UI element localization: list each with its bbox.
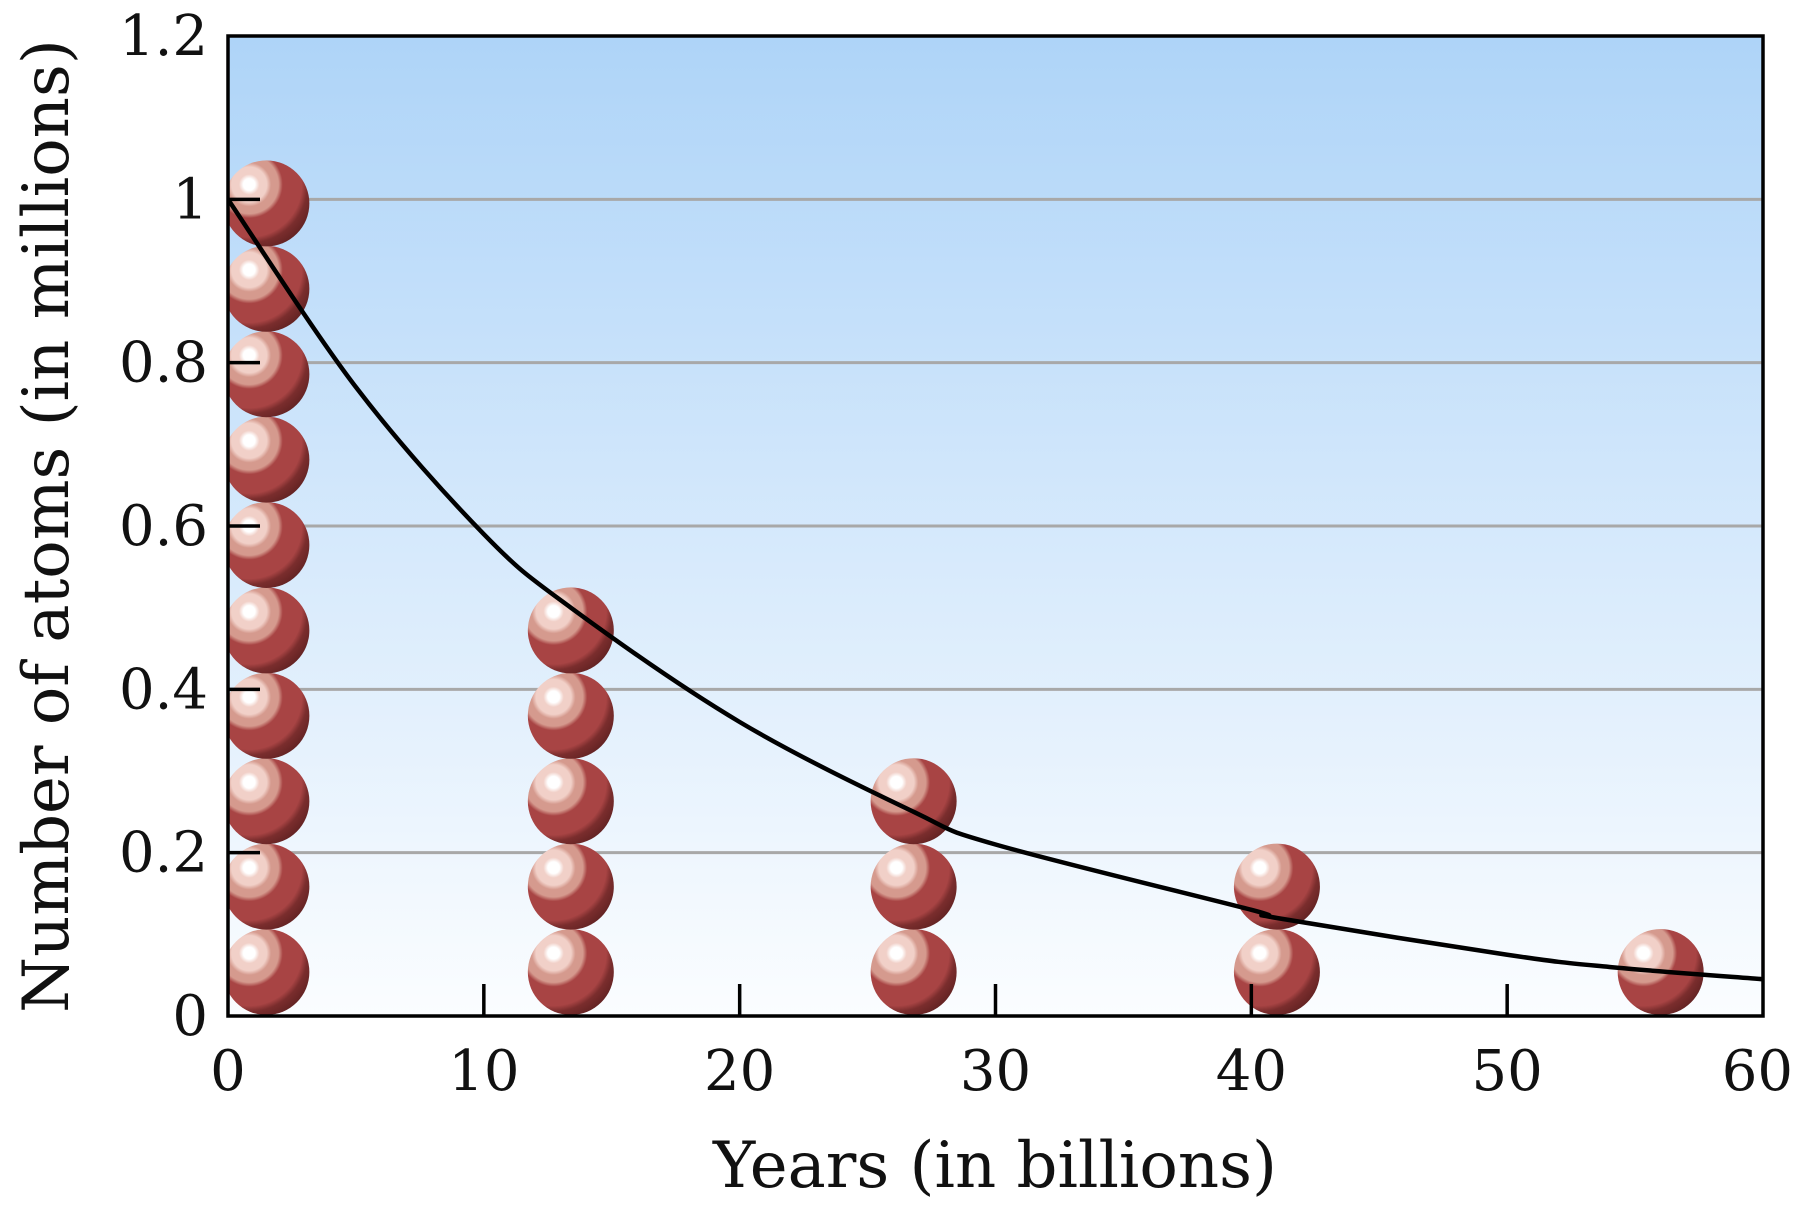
atom [527,587,614,674]
atom [228,929,310,1015]
atom [228,331,310,418]
atom [228,502,310,588]
atom [228,160,310,247]
axis-ticks [228,197,1509,1016]
x-axis-label: Years (in billions) [712,1129,1277,1203]
x-tick-label-30: 30 [960,1039,1031,1104]
atom [870,758,957,845]
x-tick-label-20: 20 [704,1039,775,1104]
atom [228,758,310,845]
x-tick-label-50: 50 [1472,1039,1543,1104]
y-tick-label-0.8: 0.8 [119,331,208,396]
atom [870,843,957,930]
atom [228,672,310,759]
atom [228,843,310,930]
x-tick-label-10: 10 [448,1039,519,1104]
atom-stack-3 [1233,843,1320,1015]
tick-labels: 0 10 20 30 40 50 60 0 0.2 0.4 0.6 0.8 1 1.2 [119,4,1793,1104]
atom [527,672,614,759]
decay-curve-line [228,198,1763,982]
atom [1233,929,1320,1015]
atom [870,929,957,1015]
atom [527,758,614,845]
y-tick-label-0.4: 0.4 [119,657,208,722]
x-tick-label-0: 0 [210,1039,246,1104]
atom [527,929,614,1015]
y-tick-label-0: 0 [172,984,208,1049]
gridlines [228,197,1763,855]
atom [1233,843,1320,930]
atom-stack-0 [228,160,310,1015]
y-tick-label-1: 1 [172,167,208,232]
atom [527,843,614,930]
x-tick-label-60: 60 [1722,1039,1793,1104]
atom-stack-1 [527,587,614,1015]
atom [228,416,310,503]
y-tick-label-0.6: 0.6 [119,494,208,559]
y-tick-label-0.2: 0.2 [119,821,208,886]
y-tick-label-1.2: 1.2 [119,4,208,69]
atom [228,245,310,332]
x-tick-label-40: 40 [1216,1039,1287,1104]
atom [228,587,310,674]
y-axis-label: Number of atoms (in millions) [10,39,84,1013]
